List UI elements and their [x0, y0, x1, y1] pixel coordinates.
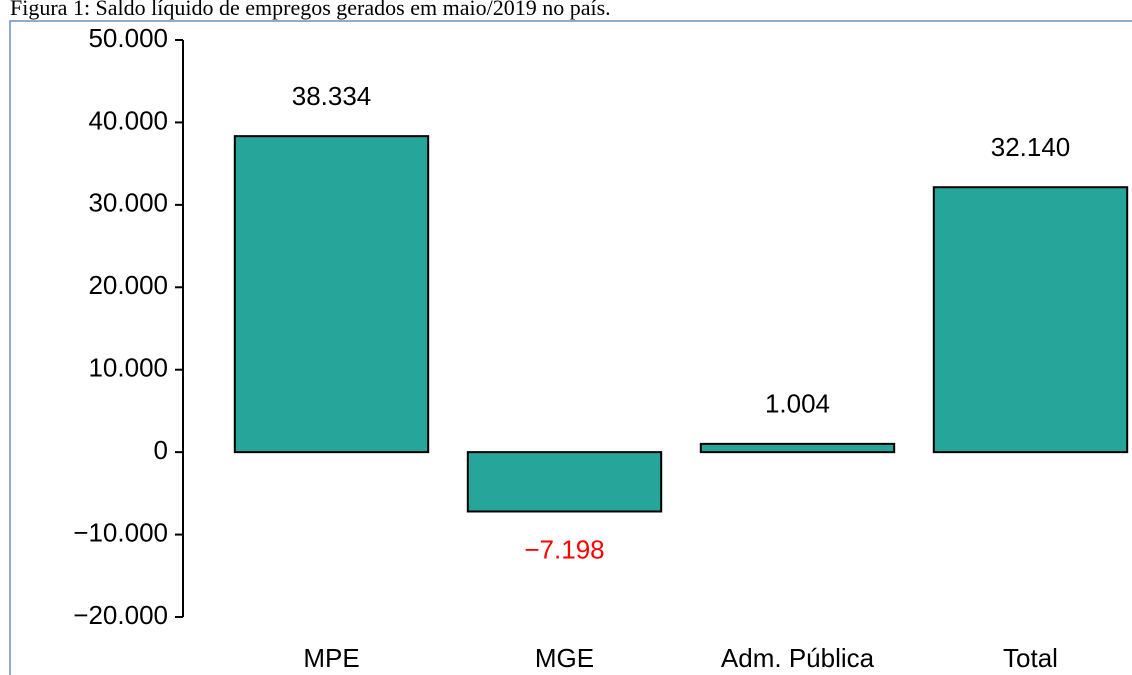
y-tick-label: 30.000	[88, 188, 168, 218]
x-tick-label: MPE	[303, 643, 359, 673]
value-label: 32.140	[991, 132, 1071, 162]
value-label: −7.198	[524, 534, 604, 564]
x-tick-label: Adm. Pública	[721, 643, 875, 673]
y-tick-label: −20.000	[73, 600, 168, 630]
bar	[466, 451, 663, 513]
x-tick-label: MGE	[535, 643, 594, 673]
y-tick-label: 0	[154, 435, 168, 465]
y-tick-label: 40.000	[88, 105, 168, 135]
chart-title: Figura 1: Saldo líquido de empregos gera…	[10, 0, 611, 20]
y-tick-label: 20.000	[88, 270, 168, 300]
y-tick-label: 50.000	[88, 23, 168, 53]
value-label: 38.334	[292, 81, 372, 111]
x-tick-label: Total	[1003, 643, 1058, 673]
bar	[233, 135, 430, 454]
frame	[9, 20, 1132, 675]
y-tick-label: −10.000	[73, 517, 168, 547]
bar	[932, 186, 1129, 454]
value-label: 1.004	[765, 389, 830, 419]
bar	[699, 442, 896, 454]
y-tick-label: 10.000	[88, 353, 168, 383]
